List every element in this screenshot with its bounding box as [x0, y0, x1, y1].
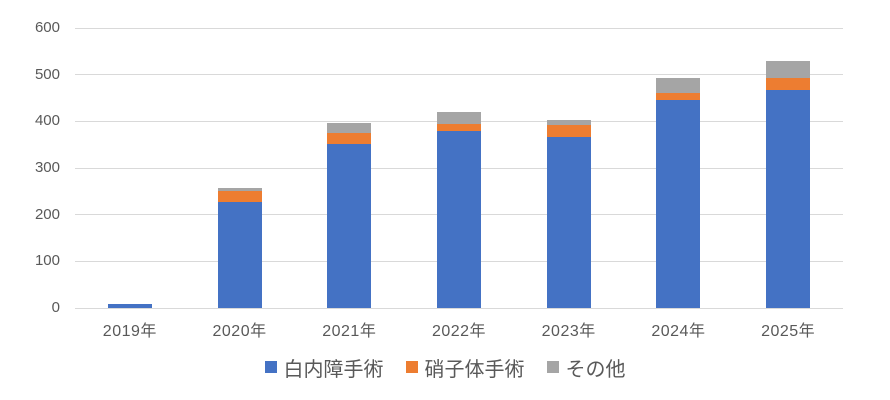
gridline-600 [75, 27, 843, 29]
bar-segment-2020-cataract-surgery[interactable] [217, 201, 262, 308]
bar-segment-2021-vitrectomy[interactable] [327, 132, 372, 144]
bar-segment-2023-other[interactable] [546, 120, 591, 126]
y-tick-300: 300 [34, 159, 60, 176]
x-tick-2021: 2021年 [322, 323, 377, 340]
bar-segment-2025-cataract-surgery[interactable] [766, 89, 811, 308]
y-tick-600: 600 [34, 19, 60, 36]
x-tick-2022: 2022年 [431, 323, 487, 340]
bar-segment-2019-cataract-surgery[interactable] [107, 304, 152, 308]
bar-segment-2022-vitrectomy[interactable] [437, 123, 481, 132]
bar-segment-2025-vitrectomy[interactable] [766, 77, 811, 90]
bar-segment-2020-other[interactable] [217, 187, 262, 192]
bar-segment-2022-cataract-surgery[interactable] [437, 131, 481, 308]
legend-label-vitrectomy: 硝子体手術 [424, 358, 525, 381]
bar-segment-2021-cataract-surgery[interactable] [327, 143, 372, 308]
y-tick-200: 200 [34, 205, 60, 223]
x-tick-2023: 2023年 [541, 323, 596, 340]
bar-segment-2020-vitrectomy[interactable] [217, 191, 262, 202]
y-tick-100: 100 [34, 252, 60, 270]
legend-swatch-other-icon [546, 361, 559, 373]
legend-item-cataract-surgery[interactable]: 白内障手術 [264, 353, 384, 382]
y-tick-0: 0 [51, 299, 60, 316]
bar-segment-2024-vitrectomy[interactable] [656, 93, 701, 101]
bar-segment-2021-other[interactable] [327, 123, 372, 133]
y-tick-500: 500 [34, 65, 60, 83]
bar-segment-2022-other[interactable] [437, 112, 481, 124]
bar-segment-2023-vitrectomy[interactable] [546, 125, 591, 138]
x-tick-2020: 2020年 [212, 323, 267, 340]
x-tick-2025: 2025年 [761, 323, 816, 340]
gridline-500 [75, 74, 843, 76]
legend-swatch-vitrectomy-icon [405, 361, 418, 373]
y-tick-400: 400 [34, 112, 60, 130]
legend-item-vitrectomy[interactable]: 硝子体手術 [405, 353, 525, 382]
legend-item-other[interactable]: その他 [546, 353, 626, 382]
legend: 白内障手術 硝子体手術 その他 [0, 352, 890, 382]
bar-segment-2025-other[interactable] [766, 60, 811, 78]
bar-segment-2024-other[interactable] [656, 77, 701, 94]
bar-segment-2023-cataract-surgery[interactable] [546, 137, 591, 308]
legend-label-other: その他 [565, 358, 626, 381]
x-tick-2019: 2019年 [102, 323, 157, 340]
plot-area [75, 27, 843, 309]
x-tick-2024: 2024年 [651, 323, 706, 340]
bar-segment-2024-cataract-surgery[interactable] [656, 100, 701, 308]
gridline-0 [75, 307, 843, 309]
legend-label-cataract-surgery: 白内障手術 [283, 358, 384, 381]
legend-swatch-cataract-surgery-icon [264, 361, 277, 373]
